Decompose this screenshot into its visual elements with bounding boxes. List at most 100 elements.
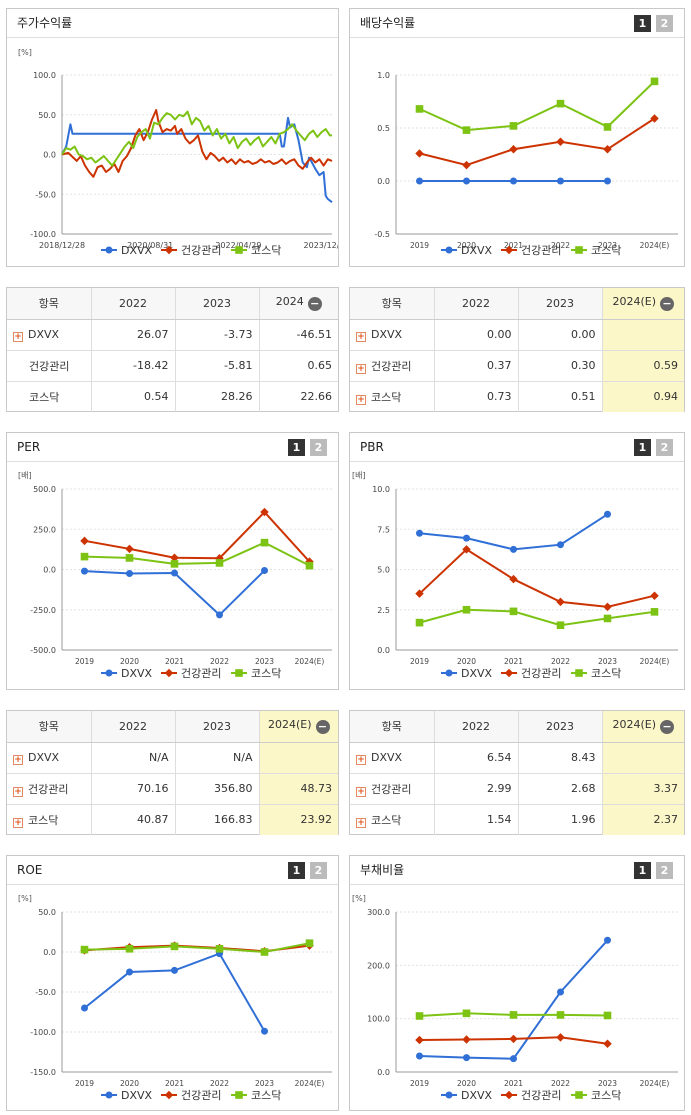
- kosdaq-data-point: [235, 669, 243, 677]
- expand-plus-icon[interactable]: +: [356, 817, 366, 828]
- table-row: + DXVX 0.00 0.00: [350, 318, 684, 350]
- page-1-button[interactable]: 1: [634, 15, 651, 32]
- price-return-table-panel: 항목 2022 2023 2024− + DXVX 26.07 -3.73 -46…: [6, 287, 339, 412]
- row-label[interactable]: + DXVX: [350, 741, 434, 773]
- kosdaq-data-point: [125, 554, 134, 562]
- table-cell: [258, 741, 338, 773]
- table-row: + 건강관리 0.37 0.30 0.59: [350, 349, 684, 381]
- kosdaq-data-point: [575, 1091, 583, 1099]
- per-table-panel: 항목 2022 2023 2024(E) − + DXVX N/A N/A + 건강관…: [6, 710, 339, 835]
- page-2-button[interactable]: 2: [656, 439, 673, 456]
- expand-plus-icon[interactable]: +: [356, 754, 366, 765]
- col-header-item: 항목: [7, 288, 91, 320]
- kosdaq-data-point: [509, 122, 518, 130]
- kosdaq-data-point: [603, 614, 612, 623]
- kosdaq-data-point: [215, 945, 224, 953]
- page-1-button[interactable]: 1: [634, 439, 651, 456]
- dxvx-data-point: [510, 177, 517, 185]
- page-1-button[interactable]: 1: [288, 439, 305, 456]
- kosdaq-data-point: [509, 1011, 518, 1019]
- col-header-2023: 2023: [174, 711, 259, 743]
- panel-header: PER 1 2: [7, 433, 338, 462]
- debt-ratio-line-chart: [%]300.0 200.0 100.0 0.0 2019 2020 2021 2022 202…: [352, 894, 678, 1102]
- legend-label-health: 건강관리: [521, 667, 561, 680]
- legend-label-health: 건강관리: [181, 1089, 221, 1102]
- row-label[interactable]: + 건강관리: [7, 772, 91, 804]
- x-tick-label: 2022: [551, 241, 570, 250]
- y-tick-label: 0.5: [377, 124, 390, 133]
- row-label[interactable]: + 코스닥: [350, 803, 434, 835]
- page-1-button[interactable]: 1: [288, 862, 305, 879]
- health-data-point: [504, 245, 514, 255]
- y-tick-label: 100.0: [367, 1015, 390, 1024]
- expand-plus-icon[interactable]: +: [356, 394, 366, 405]
- row-label[interactable]: + 코스닥: [350, 380, 434, 412]
- price-return-chart-panel: 주가수익률 [%] 100.0 50.0 0.0 -50.0 -100.0 2018/12/…: [6, 8, 339, 267]
- collapse-column-button[interactable]: −: [660, 720, 675, 735]
- kosdaq-data-point: [170, 560, 179, 568]
- health-data-point: [260, 507, 269, 517]
- y-tick-label: 0.0: [43, 151, 56, 160]
- y-tick-label: 0.0: [377, 177, 390, 186]
- kosdaq-data-point: [556, 621, 565, 630]
- expand-plus-icon[interactable]: +: [356, 363, 366, 374]
- dxvx-data-point: [261, 566, 268, 574]
- table-row: + 코스닥 0.73 0.51 0.94: [350, 380, 684, 412]
- expand-plus-icon[interactable]: +: [13, 754, 23, 765]
- health-series-line: [419, 117, 656, 167]
- y-tick-label: -0.5: [374, 230, 390, 239]
- expand-plus-icon[interactable]: +: [13, 786, 23, 797]
- col-header-item: 항목: [7, 711, 91, 743]
- expand-plus-icon[interactable]: +: [13, 817, 23, 828]
- x-tick-label: 2023: [255, 1079, 274, 1088]
- dxvx-data-point: [105, 669, 113, 677]
- expand-plus-icon[interactable]: +: [356, 331, 366, 342]
- collapse-column-button[interactable]: −: [315, 720, 330, 735]
- table-cell: N/A: [174, 741, 259, 773]
- roe-chart-panel: ROE 1 2 [%] 50.0 0.0 -50.0 -100.0 -150.0 2019 2…: [6, 855, 339, 1111]
- table-cell: 1.54: [433, 803, 518, 835]
- health-data-point: [556, 1033, 565, 1042]
- y-tick-label: 0.0: [377, 646, 390, 655]
- health-series-line: [61, 109, 333, 178]
- expand-plus-icon[interactable]: +: [356, 786, 366, 797]
- dxvx-data-point: [510, 545, 517, 553]
- y-axis-unit-label: [%]: [18, 48, 32, 57]
- panel-title: PBR: [360, 440, 384, 454]
- pbr-table-panel: 항목 2022 2023 2024(E) − + DXVX 6.54 8.43 + 건…: [349, 710, 685, 835]
- x-tick-label: 2022: [551, 657, 570, 666]
- table-header-row: 항목 2022 2023 2024−: [7, 288, 338, 320]
- kosdaq-data-point: [462, 605, 471, 614]
- row-label[interactable]: + DXVX: [350, 318, 434, 350]
- page-1-button[interactable]: 1: [634, 862, 651, 879]
- kosdaq-data-point: [260, 538, 269, 547]
- table-cell: 2.68: [517, 772, 602, 804]
- dividend-yield-table-panel: 항목 2022 2023 2024(E) − + DXVX 0.00 0.00 + 건…: [349, 287, 685, 412]
- y-tick-label: 7.5: [377, 525, 390, 534]
- row-label[interactable]: + DXVX: [7, 318, 91, 350]
- col-header-2024e: 2024(E) −: [601, 288, 684, 320]
- page-2-button[interactable]: 2: [656, 15, 673, 32]
- row-label[interactable]: + DXVX: [7, 741, 91, 773]
- page-2-button[interactable]: 2: [310, 862, 327, 879]
- x-tick-label: 2022: [210, 1079, 229, 1088]
- kosdaq-data-point: [603, 1011, 612, 1020]
- dxvx-data-point: [416, 177, 423, 185]
- page-2-button[interactable]: 2: [310, 439, 327, 456]
- dxvx-series-line: [84, 569, 266, 617]
- collapse-column-button[interactable]: −: [660, 297, 675, 312]
- kosdaq-data-point: [415, 105, 424, 113]
- price-return-table: 항목 2022 2023 2024− + DXVX 26.07 -3.73 -46…: [7, 288, 338, 412]
- panel-title: 부채비율: [360, 863, 405, 877]
- y-axis-unit-label: [%]: [352, 894, 366, 903]
- x-tick-label: 2021: [165, 657, 184, 666]
- expand-plus-icon[interactable]: +: [13, 331, 23, 342]
- row-label[interactable]: + 건강관리: [350, 349, 434, 381]
- dxvx-data-point: [105, 1091, 113, 1099]
- page-2-button[interactable]: 2: [656, 862, 673, 879]
- legend-label-dxvx: DXVX: [461, 667, 493, 680]
- row-label[interactable]: + 건강관리: [350, 772, 434, 804]
- row-label[interactable]: + 코스닥: [7, 803, 91, 835]
- collapse-column-button[interactable]: −: [307, 297, 322, 312]
- kosdaq-data-point: [235, 1091, 243, 1099]
